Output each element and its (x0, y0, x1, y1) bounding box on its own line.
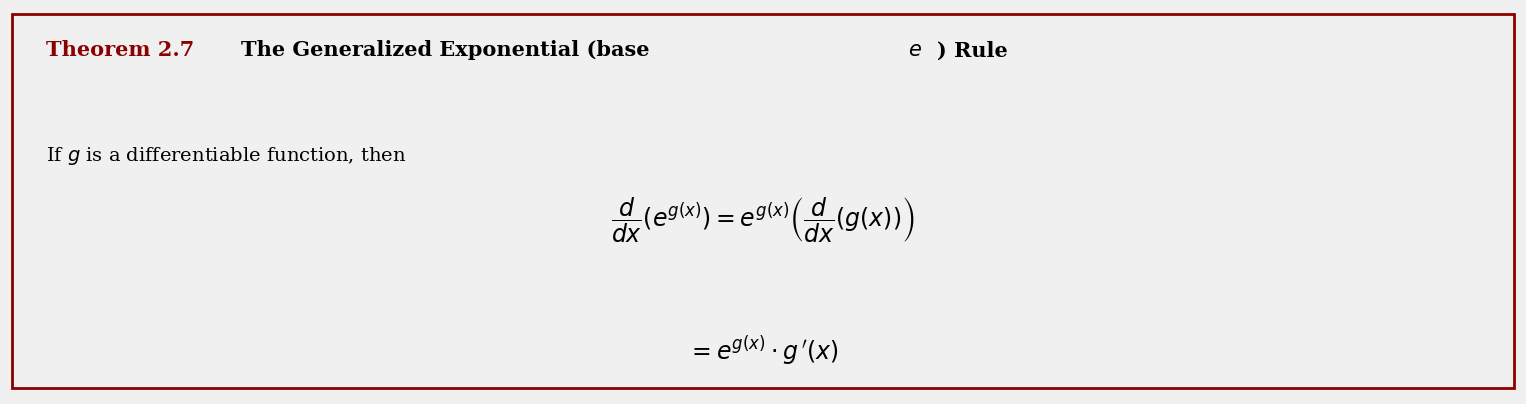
Text: $= e^{g(x)} \cdot g\,'(x)$: $= e^{g(x)} \cdot g\,'(x)$ (687, 335, 839, 368)
FancyBboxPatch shape (12, 14, 1514, 388)
Text: The Generalized Exponential (base: The Generalized Exponential (base (241, 40, 656, 61)
Text: ) Rule: ) Rule (937, 40, 1007, 61)
Text: If $g$ is a differentiable function, then: If $g$ is a differentiable function, the… (46, 145, 406, 167)
Text: Theorem 2.7: Theorem 2.7 (46, 40, 194, 61)
Text: $\mathit{e}$: $\mathit{e}$ (908, 40, 922, 61)
Text: $\dfrac{d}{dx}\left(e^{g(x)}\right) = e^{g(x)}\left(\dfrac{d}{dx}\left(g(x)\righ: $\dfrac{d}{dx}\left(e^{g(x)}\right) = e^… (612, 196, 914, 245)
